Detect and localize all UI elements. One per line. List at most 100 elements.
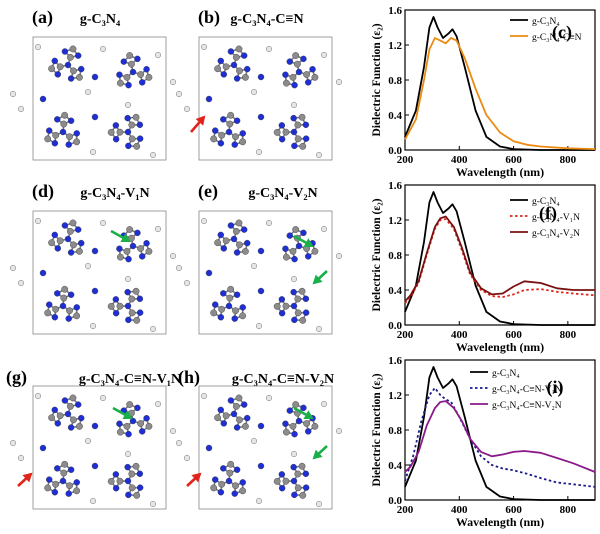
nitrogen-atom bbox=[125, 430, 132, 438]
carbon-atom bbox=[218, 131, 226, 139]
nitrogen-atom bbox=[125, 142, 132, 150]
carbon-atom bbox=[218, 480, 226, 488]
carbon-atom bbox=[107, 128, 115, 136]
carbon-atom bbox=[48, 414, 56, 422]
nitrogen-atom bbox=[257, 113, 265, 121]
carbon-atom bbox=[52, 305, 60, 313]
nitrogen-atom bbox=[116, 420, 123, 427]
carbon-atom bbox=[311, 247, 319, 255]
carbon-atom bbox=[294, 484, 302, 492]
nitrogen-atom bbox=[139, 253, 146, 260]
carbon-atom bbox=[44, 309, 52, 317]
carbon-atom bbox=[123, 73, 131, 81]
carbon-atom bbox=[133, 142, 141, 150]
carbon-atom bbox=[116, 253, 124, 261]
carbon-atom bbox=[282, 79, 290, 87]
chart: 200 400 600 800 0.0 0.4 0.8 1.2 1.6 Wavelength (n… bbox=[371, 355, 596, 529]
y-tick-label: 1.2 bbox=[388, 40, 402, 52]
hydrogen-atom bbox=[154, 400, 162, 408]
green-arrow-head bbox=[312, 274, 323, 285]
hydrogen-atom bbox=[34, 392, 42, 400]
carbon-atom bbox=[292, 226, 300, 233]
nitrogen-atom bbox=[244, 414, 251, 422]
carbon-atom bbox=[133, 491, 141, 499]
nitrogen-atom bbox=[291, 316, 298, 324]
nitrogen-atom bbox=[67, 75, 75, 82]
nitrogen-atom bbox=[65, 315, 72, 322]
hydrogen-atom bbox=[175, 90, 183, 98]
nitrogen-atom bbox=[217, 489, 225, 496]
nitrogen-atom bbox=[124, 463, 131, 471]
x-axis-label: Wavelength (nm) bbox=[456, 165, 544, 179]
nitrogen-atom bbox=[257, 247, 265, 255]
hydrogen-atom bbox=[320, 51, 328, 59]
nitrogen-atom bbox=[67, 249, 75, 256]
carbon-atom bbox=[226, 120, 234, 128]
carbon-atom bbox=[66, 227, 74, 235]
carbon-atom bbox=[298, 462, 306, 470]
nitrogen-atom bbox=[212, 301, 219, 308]
carbon-atom bbox=[128, 309, 136, 317]
nitrogen-atom bbox=[78, 239, 85, 247]
nitrogen-atom bbox=[302, 295, 310, 303]
carbon-atom bbox=[133, 316, 141, 324]
hydrogen-atom bbox=[335, 252, 343, 260]
nitrogen-atom bbox=[217, 140, 225, 147]
panel-tag: (g) bbox=[6, 367, 27, 388]
carbon-atom bbox=[236, 241, 243, 249]
nitrogen-atom bbox=[67, 466, 75, 473]
nitrogen-atom bbox=[120, 58, 127, 65]
hydrogen-atom bbox=[89, 148, 97, 156]
x-tick-label: 800 bbox=[560, 329, 577, 341]
carbon-atom bbox=[232, 402, 240, 410]
carbon-atom bbox=[294, 121, 302, 129]
carbon-atom bbox=[56, 237, 64, 245]
nitrogen-atom bbox=[291, 430, 298, 438]
nitrogen-atom bbox=[143, 415, 150, 422]
carbon-atom bbox=[116, 79, 124, 87]
nitrogen-atom bbox=[54, 116, 61, 123]
carbon-atom bbox=[299, 316, 307, 324]
carbon-atom bbox=[311, 73, 319, 81]
structure-panel: (d) g-C₃N₄-V₁N bbox=[9, 181, 177, 335]
hydrogen-atom bbox=[183, 279, 191, 287]
nitrogen-atom bbox=[134, 55, 141, 63]
nitrogen-atom bbox=[136, 135, 144, 142]
panel-tag: (e) bbox=[198, 181, 218, 202]
nitrogen-atom bbox=[282, 420, 289, 427]
hydrogen-atom bbox=[200, 392, 208, 400]
nitrogen-atom bbox=[124, 302, 132, 310]
nitrogen-atom bbox=[91, 422, 99, 430]
hydrogen-atom bbox=[290, 275, 298, 283]
carbon-atom bbox=[137, 71, 145, 78]
structure-panel: (b) g-C₃N₄-C≡N bbox=[175, 7, 343, 161]
carbon-atom bbox=[232, 482, 239, 490]
hydrogen-atom bbox=[250, 88, 258, 96]
carbon-atom bbox=[116, 477, 124, 485]
nitrogen-atom bbox=[129, 417, 137, 425]
hydrogen-atom bbox=[335, 78, 343, 86]
hydrogen-atom bbox=[315, 325, 323, 333]
hydrogen-atom bbox=[250, 437, 258, 445]
legend-label: g-C₃N₄-V₁N bbox=[532, 213, 580, 223]
carbon-atom bbox=[52, 480, 60, 488]
carbon-atom bbox=[298, 113, 306, 121]
nitrogen-atom bbox=[46, 476, 53, 483]
nitrogen-atom bbox=[139, 79, 146, 86]
carbon-atom bbox=[210, 135, 218, 143]
carbon-atom bbox=[76, 422, 83, 430]
nitrogen-atom bbox=[217, 406, 224, 414]
x-tick-label: 400 bbox=[451, 504, 468, 516]
carbon-atom bbox=[69, 394, 77, 402]
carbon-atom bbox=[222, 237, 230, 245]
carbon-atom bbox=[289, 247, 297, 255]
carbon-atom bbox=[294, 135, 302, 143]
nitrogen-atom bbox=[67, 117, 75, 124]
nitrogen-atom bbox=[220, 116, 227, 123]
x-tick-label: 800 bbox=[560, 504, 577, 516]
y-tick-label: 0.4 bbox=[388, 460, 402, 472]
y-tick-label: 0.0 bbox=[388, 320, 402, 332]
carbon-atom bbox=[116, 428, 124, 436]
hydrogen-atom bbox=[255, 148, 263, 156]
hydrogen-atom bbox=[265, 45, 273, 53]
